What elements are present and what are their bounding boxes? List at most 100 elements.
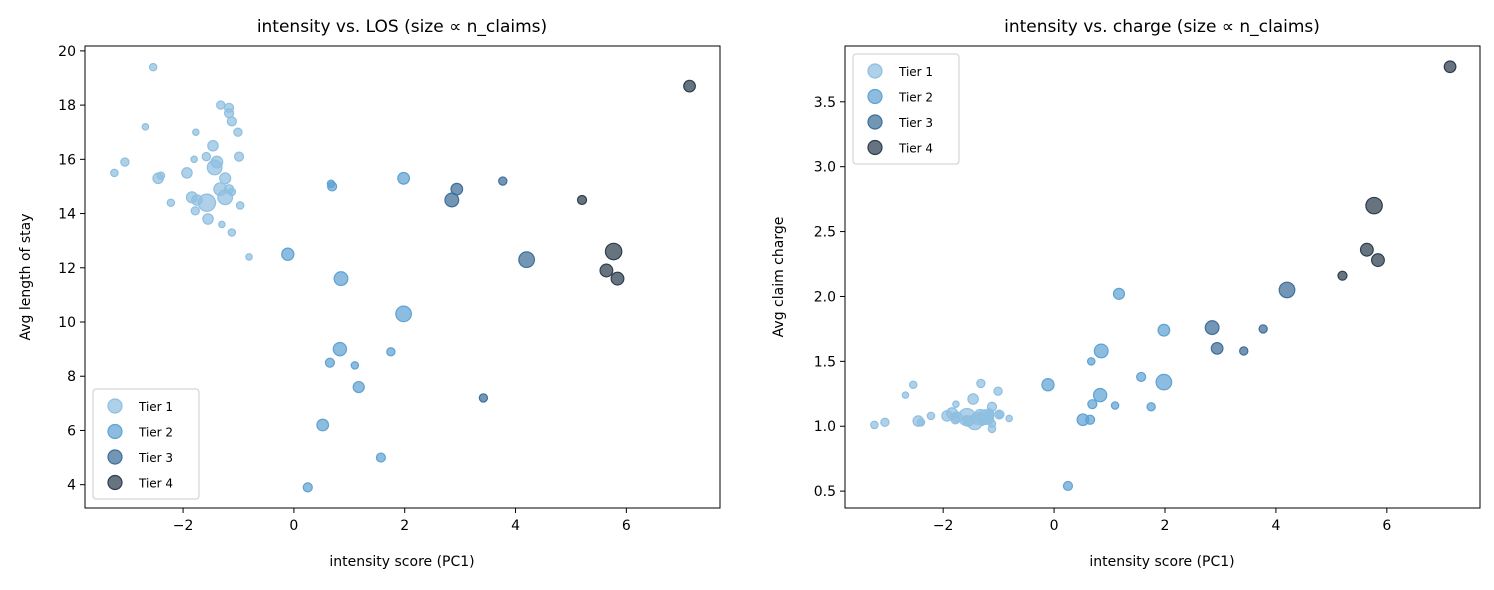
data-point [316, 418, 330, 432]
data-point [993, 386, 1003, 396]
data-point [478, 393, 489, 403]
data-point [333, 271, 349, 287]
data-point [197, 193, 217, 212]
data-point [395, 305, 412, 323]
data-point [870, 420, 879, 430]
series-tier-4 [576, 79, 696, 286]
data-point [352, 380, 365, 394]
y-tick-label: 4 [67, 478, 76, 494]
x-axis-label: intensity score (PC1) [1089, 554, 1234, 570]
legend-marker [107, 474, 123, 491]
data-point [1210, 341, 1224, 355]
data-point [1155, 373, 1173, 391]
x-tick-label: −2 [173, 518, 194, 534]
y-tick-label: 14 [58, 207, 76, 223]
data-point [908, 380, 918, 389]
legend-label: Tier 4 [898, 142, 933, 156]
legend-marker [107, 398, 123, 414]
y-tick-label: 18 [58, 98, 76, 114]
x-tick-label: −2 [933, 518, 954, 534]
y-tick-label: 1.5 [814, 354, 836, 370]
series-tier-3 [444, 176, 535, 403]
legend-marker [867, 88, 883, 105]
y-tick-label: 0.5 [814, 484, 836, 500]
legend-marker [107, 423, 123, 440]
data-point [219, 172, 232, 185]
data-point [996, 410, 1005, 419]
legend-label: Tier 4 [138, 477, 173, 491]
data-point [206, 159, 223, 176]
y-tick-label: 20 [58, 44, 76, 60]
data-point [233, 127, 243, 137]
data-point [518, 251, 535, 269]
data-point [324, 357, 336, 368]
legend-label: Tier 3 [138, 451, 173, 465]
plot-frame [84, 45, 721, 509]
data-point [1443, 60, 1457, 74]
data-point [610, 271, 625, 286]
data-point [1146, 402, 1156, 412]
data-point [576, 194, 588, 206]
y-tick-label: 16 [58, 152, 76, 168]
data-point [350, 361, 360, 370]
data-point [880, 417, 890, 428]
data-point [926, 411, 936, 421]
y-tick-label: 6 [67, 423, 76, 439]
y-tick-label: 1.0 [814, 419, 836, 435]
plot-frame [844, 45, 1481, 509]
legend-marker [867, 114, 883, 130]
y-axis-label: Avg claim charge [771, 217, 787, 338]
data-point [192, 128, 200, 136]
x-tick-label: 6 [622, 518, 631, 534]
data-point [950, 415, 961, 425]
legend-label: Tier 1 [898, 65, 933, 79]
x-tick-label: 0 [1050, 518, 1059, 534]
data-point [916, 418, 926, 427]
data-point [1112, 287, 1126, 300]
data-point [1041, 378, 1055, 392]
data-point [1005, 414, 1013, 423]
data-point [190, 206, 200, 216]
data-point [110, 168, 119, 178]
data-point [332, 341, 348, 357]
data-point [599, 263, 614, 278]
y-tick-label: 12 [58, 261, 76, 277]
data-point [1086, 357, 1096, 366]
legend-marker [867, 139, 883, 156]
data-point [233, 151, 245, 162]
series-tier-3 [1204, 281, 1296, 356]
data-point [120, 157, 130, 167]
x-tick-label: 0 [289, 518, 298, 534]
y-tick-label: 8 [67, 369, 76, 385]
x-tick-label: 4 [511, 518, 520, 534]
data-point [1258, 324, 1268, 334]
data-point [327, 181, 338, 192]
data-point [1365, 196, 1383, 215]
y-axis-label: Avg length of stay [18, 213, 34, 340]
legend-marker [867, 63, 883, 79]
chart-title: intensity vs. charge (size ∝ n_claims) [1004, 17, 1320, 37]
data-point [1087, 399, 1098, 410]
x-tick-label: 2 [400, 518, 409, 534]
data-point [190, 155, 198, 164]
data-point [141, 123, 150, 131]
series-tier-1 [870, 378, 1013, 434]
data-point [986, 401, 998, 412]
data-point [302, 482, 313, 493]
data-point [978, 418, 986, 427]
data-point [217, 189, 234, 206]
series-tier-2 [1041, 287, 1173, 492]
data-point [166, 198, 176, 207]
data-point [1136, 371, 1147, 383]
data-point [148, 62, 158, 72]
legend-label: Tier 2 [898, 91, 933, 105]
data-point [967, 393, 979, 405]
data-point [218, 220, 226, 229]
data-point [1359, 242, 1374, 257]
data-point [976, 378, 986, 389]
x-tick-label: 2 [1161, 518, 1170, 534]
data-point [375, 452, 386, 463]
data-point [498, 176, 508, 186]
